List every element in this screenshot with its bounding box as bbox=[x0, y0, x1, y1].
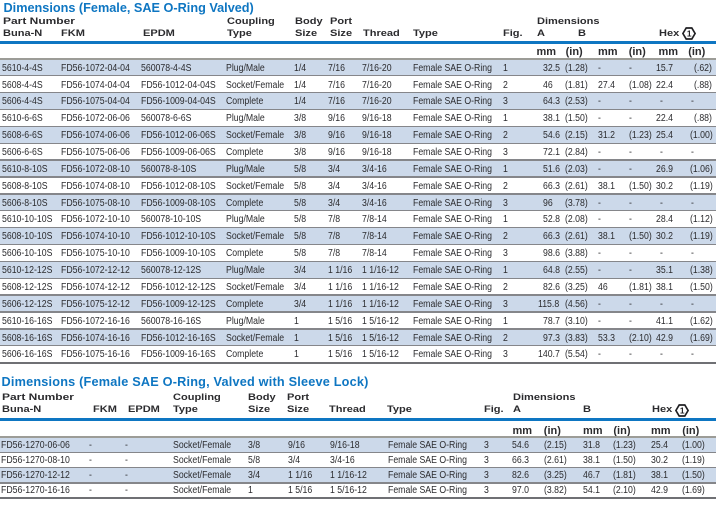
svg-text:1: 1 bbox=[680, 405, 685, 415]
svg-text:1: 1 bbox=[687, 28, 692, 38]
